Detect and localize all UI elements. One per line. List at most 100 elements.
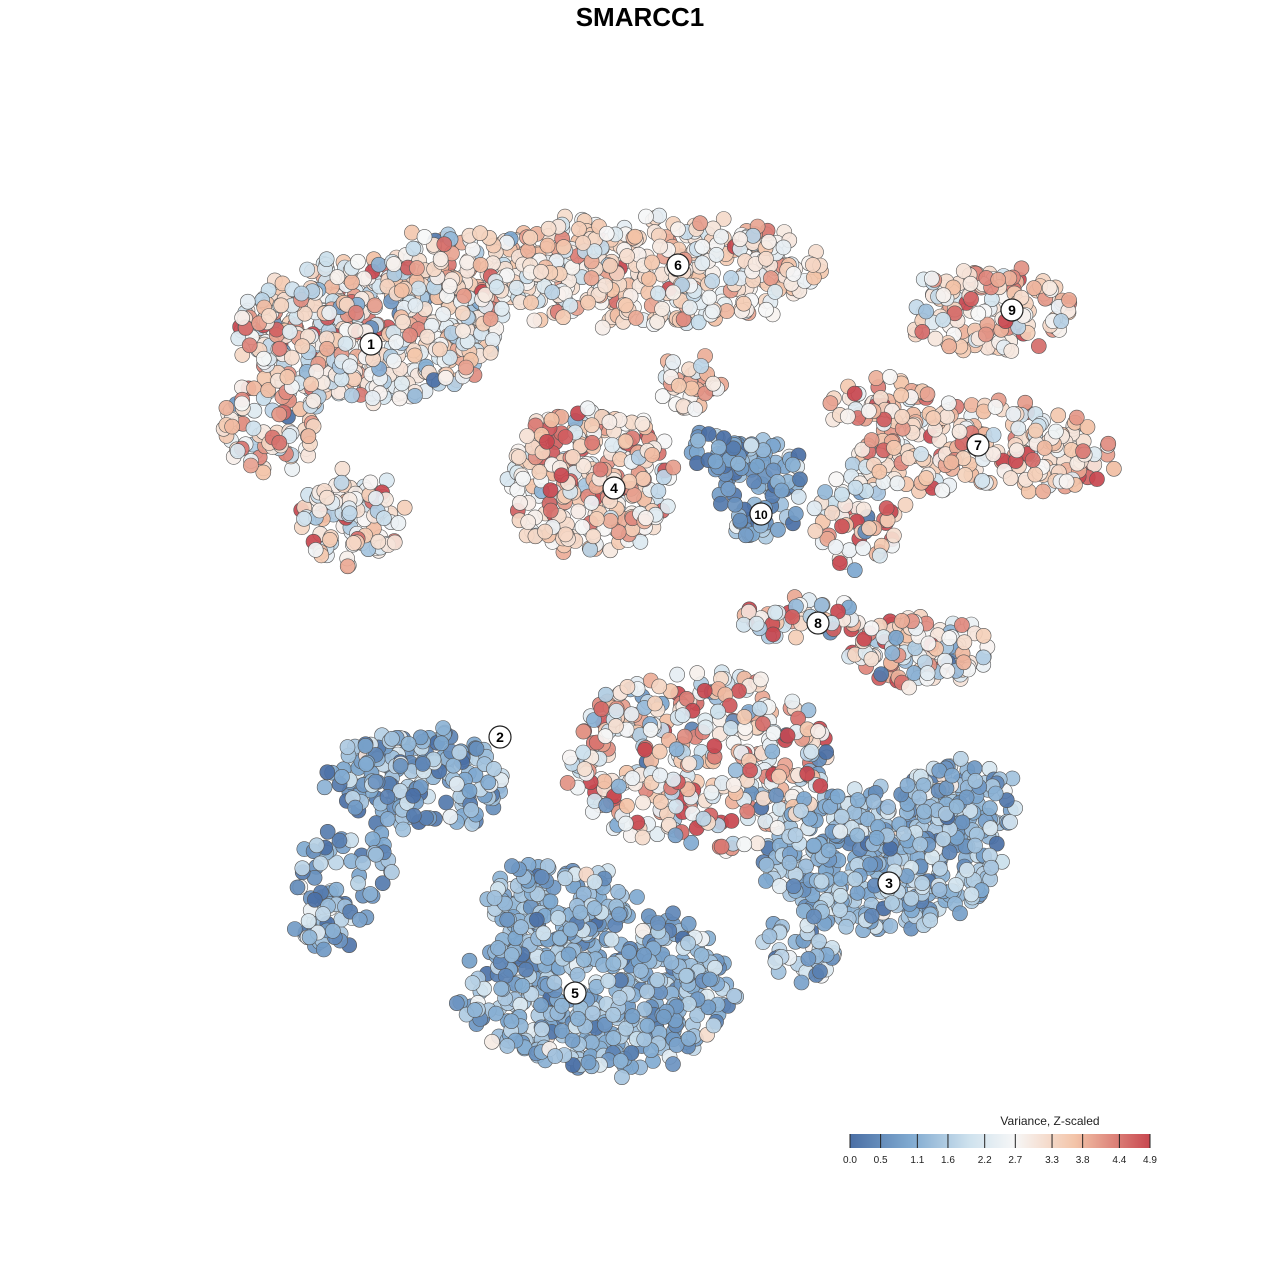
cell-point	[650, 915, 666, 931]
cell-point	[678, 967, 695, 984]
cell-point	[834, 518, 850, 535]
cell-point	[931, 882, 948, 898]
cell-point	[822, 395, 839, 412]
cell-point	[635, 470, 652, 487]
cell-point	[654, 301, 670, 317]
cell-point	[939, 662, 956, 679]
cell-point	[394, 375, 410, 392]
cell-point	[951, 423, 968, 440]
cell-point	[1075, 443, 1091, 460]
cell-point	[508, 279, 525, 296]
cell-point	[680, 935, 696, 951]
cell-point	[649, 972, 666, 988]
colorbar-tick-label: 4.4	[1112, 1155, 1126, 1166]
cell-point	[927, 330, 944, 347]
cell-point	[681, 299, 698, 316]
cell-point	[575, 458, 592, 474]
cell-point	[970, 305, 987, 322]
cell-point	[847, 479, 864, 496]
cell-point	[301, 929, 318, 946]
cell-point	[824, 505, 840, 521]
cell-point	[745, 228, 761, 244]
cell-point	[767, 284, 783, 300]
cell-point	[537, 523, 553, 540]
cell-point	[245, 420, 262, 437]
cell-point	[627, 228, 643, 245]
cell-point	[811, 933, 827, 950]
cell-point	[594, 319, 611, 336]
cell-point	[358, 756, 374, 772]
cell-point	[770, 521, 786, 538]
cell-point	[605, 1030, 622, 1046]
cell-point	[608, 703, 625, 719]
cell-point	[894, 612, 910, 629]
cell-point	[987, 785, 1004, 802]
cell-point	[435, 306, 452, 323]
cell-point	[379, 811, 396, 827]
cell-point	[958, 789, 975, 806]
cell-point	[308, 837, 325, 854]
cell-point	[467, 1002, 483, 1018]
cell-point	[939, 408, 955, 425]
cell-point	[922, 912, 939, 929]
cell-point	[312, 855, 329, 872]
cell-point	[805, 837, 822, 854]
cell-point	[598, 225, 615, 242]
cell-point	[240, 293, 256, 310]
cell-point	[523, 294, 539, 311]
cell-point	[665, 771, 682, 788]
cell-point	[562, 749, 578, 766]
cell-point	[876, 411, 893, 428]
cell-point	[749, 458, 766, 474]
cell-point	[374, 875, 391, 892]
cell-point	[914, 323, 931, 340]
cell-point	[706, 738, 723, 754]
cell-point	[611, 906, 627, 923]
cell-point	[955, 654, 972, 671]
cell-point	[512, 494, 528, 511]
cell-point	[386, 256, 402, 272]
cell-point	[300, 913, 317, 929]
cell-point	[520, 514, 537, 530]
cell-point	[668, 1037, 685, 1053]
cell-point	[983, 859, 1000, 876]
cell-point	[793, 802, 809, 819]
cell-point	[935, 287, 952, 304]
cell-point	[871, 463, 888, 480]
cell-point	[575, 885, 592, 902]
cell-point	[800, 702, 817, 719]
cell-point	[368, 846, 384, 863]
cell-point	[499, 911, 516, 928]
cell-point	[393, 282, 410, 299]
cell-point	[651, 678, 668, 695]
cell-point	[882, 369, 898, 385]
cell-point	[618, 1020, 634, 1037]
cell-point	[407, 388, 423, 404]
chart-title: SMARCC1	[575, 2, 705, 32]
cell-point	[880, 799, 896, 815]
cell-point	[785, 878, 802, 895]
cell-point	[544, 284, 561, 301]
cell-point	[586, 900, 603, 917]
cell-point	[391, 390, 408, 407]
colorbar-tick-label: 3.8	[1076, 1155, 1090, 1166]
cluster-label-text: 7	[974, 437, 982, 453]
cell-point	[644, 447, 660, 463]
cell-point	[234, 395, 250, 412]
cell-point	[769, 820, 786, 836]
cell-point	[580, 1054, 597, 1071]
cell-point	[732, 512, 749, 529]
cell-point	[319, 489, 335, 506]
cell-point	[419, 328, 436, 345]
cell-point	[963, 886, 980, 903]
cell-point	[868, 370, 885, 386]
cell-point	[526, 312, 543, 329]
cell-point	[438, 794, 454, 811]
cell-point	[533, 869, 550, 885]
cell-point	[919, 386, 936, 403]
cell-point	[670, 221, 686, 238]
cell-point	[344, 274, 360, 291]
cell-point	[847, 871, 863, 888]
cell-point	[689, 665, 706, 681]
cell-point	[668, 798, 684, 815]
